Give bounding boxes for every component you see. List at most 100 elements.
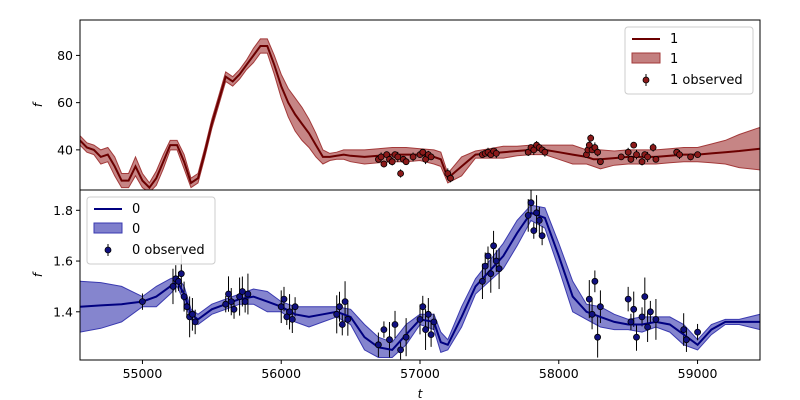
bottom-y-tick-label: 1.4 [53,304,73,319]
bottom-observed-point [177,270,185,278]
x-tick-label: 55000 [123,366,163,381]
bottom-observed-point [419,303,427,311]
bottom-observed-point [416,315,424,323]
top-legend-marker-label: 1 observed [670,73,743,88]
bottom-observed-point [183,303,191,311]
bottom-legend-band-swatch [93,222,123,234]
top-observed-point [627,155,635,163]
top-y-tick-label: 60 [57,95,73,110]
bottom-observed-point [244,290,252,298]
bottom-legend: 0 0 0 observed [86,196,216,265]
bottom-legend-band-label: 0 [132,222,140,237]
bottom-observed-point [652,315,660,323]
bottom-observed-point [341,298,349,306]
top-legend-band-label: 1 [670,52,678,67]
bottom-observed-point [225,290,232,298]
bottom-observed-point [374,341,382,349]
x-tick-label: 58000 [539,366,579,381]
bottom-observed-point [597,303,604,311]
top-observed-point [638,158,646,166]
top-observed-point [394,153,402,161]
bottom-observed-point [641,293,649,301]
bottom-observed-point [344,315,352,323]
bottom-observed-point [490,242,498,250]
top-y-tick-label: 40 [57,142,73,157]
top-observed-point [380,160,388,168]
top-observed-point [377,153,385,161]
bottom-observed-point [422,326,430,334]
bottom-confidence-band [80,204,760,358]
x-tick-label: 57000 [400,366,440,381]
bottom-observed-point [680,326,688,334]
top-legend-box [624,26,754,95]
x-tick-label: 59000 [678,366,718,381]
bottom-observed-point [427,331,435,339]
bottom-observed-point [484,252,492,260]
bottom-observed-point [424,310,432,318]
bottom-observed-point [588,310,596,318]
bottom-observed-point [694,328,701,336]
top-observed-point [597,158,604,166]
top-observed-point [633,151,640,159]
bottom-observed-point [333,310,341,318]
top-observed-point [397,170,405,177]
bottom-observed-point [481,262,489,270]
bottom-observed-point [277,303,285,311]
bottom-y-ticks: 1.4 1.6 1.8 [53,203,80,319]
top-model-line [80,45,760,190]
top-observed-point [630,141,638,149]
bottom-observed-point [533,209,540,217]
top-legend: 1 1 1 observed [624,26,754,95]
bottom-observed-point [169,282,177,290]
bottom-x-ticks: 55000 56000 57000 58000 59000 [123,360,718,381]
bottom-observed-point [478,277,486,285]
top-observed-point [694,151,701,159]
bottom-legend-line-label: 0 [132,202,140,217]
bottom-observed-point [222,300,230,308]
bottom-observed-point [647,308,654,316]
bottom-observed-point [527,199,535,207]
bottom-observed-point [175,277,182,285]
bottom-observed-point [386,336,393,344]
top-observed-point [447,174,454,182]
bottom-observed-point [288,315,296,323]
top-observed-point [652,155,660,163]
x-tick-label: 56000 [261,366,301,381]
bottom-observed-point [286,308,294,316]
top-observed-point [388,158,396,166]
bottom-plot-area [80,190,760,360]
bottom-observed-point [397,346,405,354]
top-observed-point [617,153,625,161]
top-observed-point [409,153,417,161]
bottom-y-tick-label: 1.8 [53,203,73,218]
bottom-observed-point [238,288,246,295]
top-observed-point [594,148,601,156]
bottom-observed-point [487,270,495,278]
bottom-observed-point [180,293,188,301]
bottom-observed-point [492,257,500,265]
bottom-observed-point [336,303,343,311]
top-observed-point [492,149,500,157]
bottom-observed-point [594,333,601,341]
bottom-observed-point [538,232,546,240]
bottom-observed-point [585,295,593,303]
top-legend-line-label: 1 [670,32,678,47]
top-y-tick-label: 80 [57,48,73,63]
bottom-observed-point [391,321,399,328]
bottom-observed-point [241,298,249,306]
top-observed-point [541,148,549,156]
bottom-observed-point [138,298,146,306]
bottom-observed-point [191,318,199,326]
bottom-y-tick-label: 1.6 [53,254,73,269]
top-observed-point [419,148,427,156]
top-legend-marker-swatch [642,76,650,84]
bottom-observed-point [644,323,651,331]
top-observed-point [402,158,410,166]
bottom-observed-point [683,336,690,344]
bottom-observed-point [380,326,388,334]
bottom-observed-point [291,303,299,311]
top-observed-point [427,153,435,161]
top-legend-band-swatch [631,52,661,64]
bottom-legend-marker-swatch [104,246,112,254]
